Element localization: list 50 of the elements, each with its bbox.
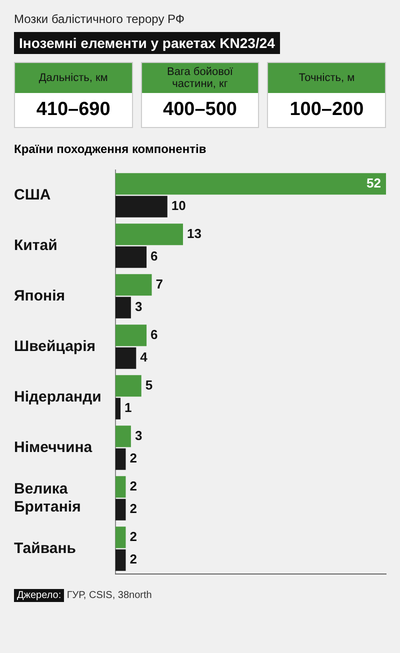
bar <box>115 476 126 498</box>
data-label: 6 <box>150 248 158 264</box>
bar <box>115 274 152 296</box>
bar <box>115 196 168 218</box>
data-label: 2 <box>130 528 137 544</box>
data-label: 2 <box>130 478 137 494</box>
bar <box>115 224 183 246</box>
text: Точність, м <box>268 63 386 93</box>
y-tick-label: Велика Британія <box>14 480 81 516</box>
text: 410–690 <box>35 98 112 122</box>
text: Вага бойової частини, кг <box>142 63 258 93</box>
bar <box>115 347 136 369</box>
chart-title: Країни походження компонентів <box>14 142 208 156</box>
bar <box>115 246 147 268</box>
bar <box>115 448 126 470</box>
y-tick-label: Німеччина <box>14 438 93 456</box>
bar <box>115 398 121 420</box>
bar <box>115 426 131 448</box>
y-tick-label: Нідерланди <box>14 388 102 406</box>
bar <box>115 324 147 346</box>
text: 400–500 <box>162 98 238 122</box>
data-label: 4 <box>140 350 148 365</box>
y-tick-label: США <box>14 186 51 204</box>
bar <box>115 498 126 520</box>
data-label: 2 <box>130 450 137 466</box>
bar <box>115 375 142 397</box>
y-tick-label: Тайвань <box>14 540 76 557</box>
data-label: 6 <box>150 326 158 342</box>
bar <box>115 296 131 318</box>
data-label: 13 <box>186 226 202 241</box>
data-label: 1 <box>124 400 132 416</box>
text: Джерело: ГУР, CSIS, 38north <box>16 589 153 602</box>
text: 100–200 <box>288 98 365 122</box>
bar <box>115 173 386 195</box>
text: Дальність, км <box>15 63 132 93</box>
data-label: 2 <box>130 501 137 516</box>
y-tick-label: Китай <box>14 236 58 254</box>
data-label: 7 <box>156 276 163 292</box>
data-label: 3 <box>134 299 142 314</box>
y-tick-label: Швейцарія <box>14 338 96 355</box>
data-label: 5 <box>145 377 153 392</box>
data-label: 10 <box>171 198 186 214</box>
data-label: 52 <box>366 175 381 190</box>
bar <box>115 549 126 571</box>
data-label: 3 <box>134 428 142 443</box>
data-label: 2 <box>130 552 137 567</box>
y-tick-label: Японія <box>14 287 65 304</box>
text: Іноземні елементи у ракетах KN23/24 <box>14 32 280 54</box>
bar <box>115 526 126 548</box>
text: Мозки балістичного терору РФ <box>14 12 186 26</box>
